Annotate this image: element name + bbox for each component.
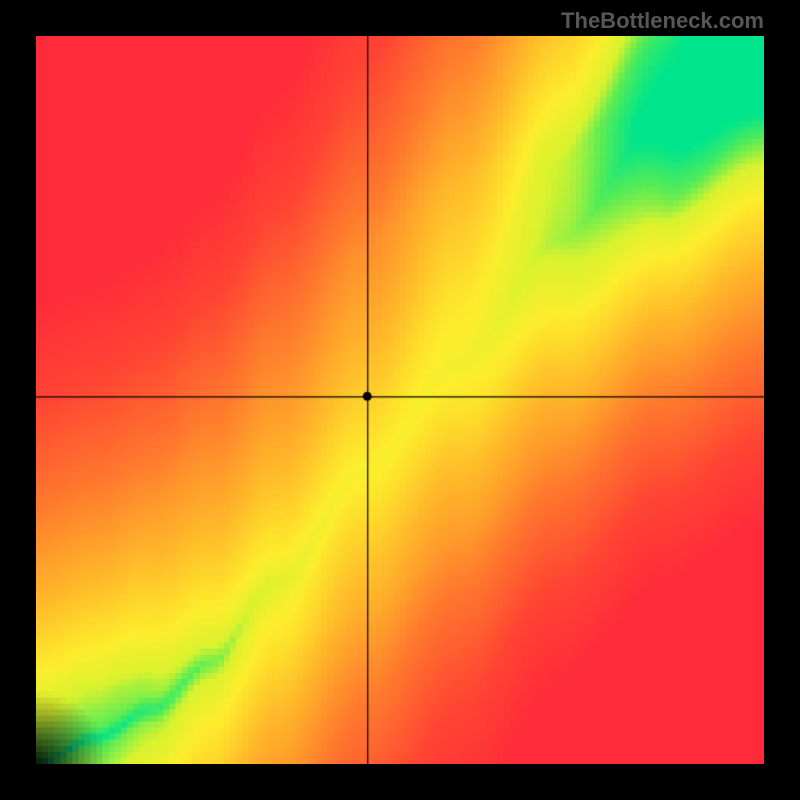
watermark-text: TheBottleneck.com xyxy=(561,8,764,34)
bottleneck-heatmap xyxy=(36,36,764,764)
chart-container: TheBottleneck.com xyxy=(0,0,800,800)
